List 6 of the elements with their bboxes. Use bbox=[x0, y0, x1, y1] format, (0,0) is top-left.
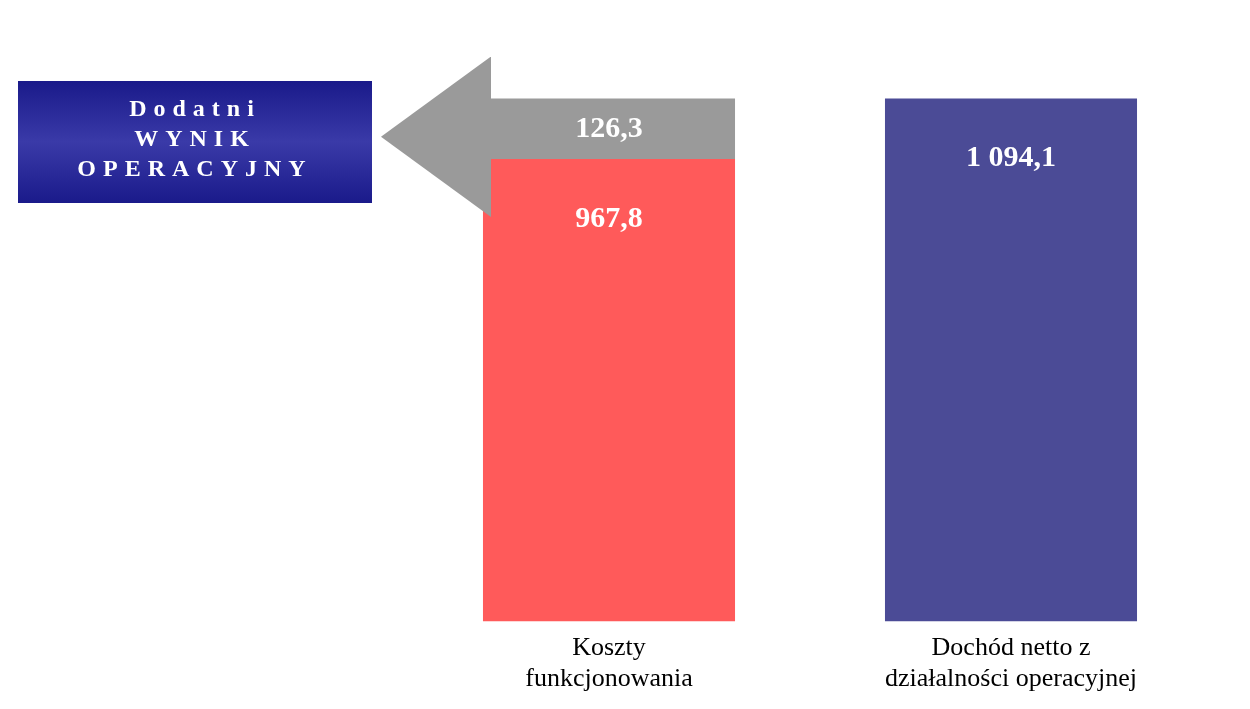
data-label: 1 094,1 bbox=[966, 139, 1056, 173]
x-tick-label: Koszty funkcjonowania bbox=[525, 632, 694, 693]
data-label: 967,8 bbox=[575, 199, 643, 233]
text: Dodatni WYNIK OPERACYJNY bbox=[18, 81, 372, 203]
data-label: 126,3 bbox=[575, 109, 643, 143]
x-tick-label: Dochód netto z działalności operacyjnej bbox=[885, 632, 1137, 693]
